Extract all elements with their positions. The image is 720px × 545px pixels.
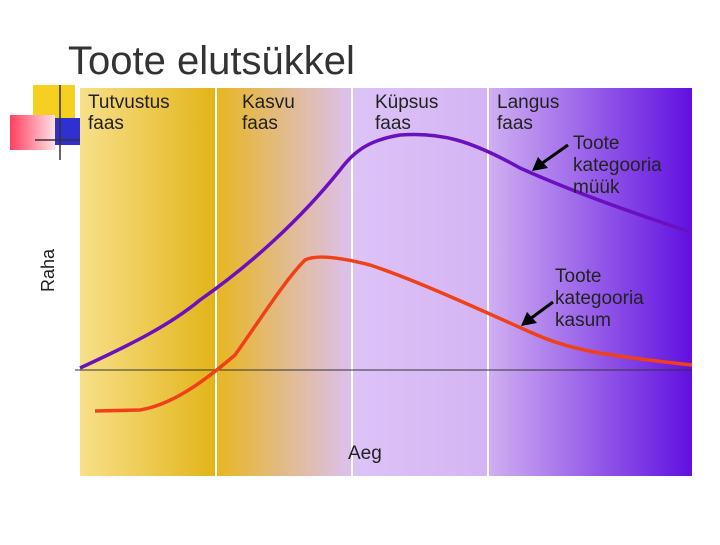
phase-label: Kasvu faas bbox=[242, 92, 295, 134]
curve-label: Toote kategooria müük bbox=[573, 133, 662, 198]
label-line: faas bbox=[497, 113, 533, 134]
profit-curve bbox=[94, 255, 693, 413]
phase-band bbox=[216, 88, 352, 476]
phase-label: Langus faas bbox=[497, 92, 559, 134]
phase-label: Tutvustus faas bbox=[88, 92, 170, 134]
label-line: faas bbox=[375, 113, 411, 134]
label-line: kategooria bbox=[573, 155, 662, 176]
phase-band bbox=[488, 88, 692, 476]
curve-label: Toote kategooria kasum bbox=[555, 266, 644, 331]
label-line: Küpsus bbox=[375, 92, 438, 113]
arrows bbox=[521, 143, 569, 326]
label-line: Kasvu bbox=[242, 92, 295, 113]
label-line: faas bbox=[242, 113, 278, 134]
title: Toote elutsükkel bbox=[68, 39, 355, 83]
label-line: kategooria bbox=[555, 288, 644, 309]
y-axis-label: Raha bbox=[38, 248, 58, 292]
x-axis-label: Aeg bbox=[348, 443, 382, 464]
deco-square bbox=[10, 115, 55, 150]
phase-label: Küpsus faas bbox=[375, 92, 438, 134]
label-line: kasum bbox=[555, 310, 611, 331]
label-line: Toote bbox=[555, 266, 601, 287]
label-line: Toote bbox=[573, 133, 619, 154]
sales-curve bbox=[79, 132, 691, 370]
label-line: Langus bbox=[497, 92, 559, 113]
label-line: müük bbox=[573, 177, 620, 198]
phase-band bbox=[80, 88, 216, 476]
label-line: faas bbox=[88, 113, 124, 134]
deco-square bbox=[55, 118, 80, 145]
label-line: Tutvustus bbox=[88, 92, 170, 113]
